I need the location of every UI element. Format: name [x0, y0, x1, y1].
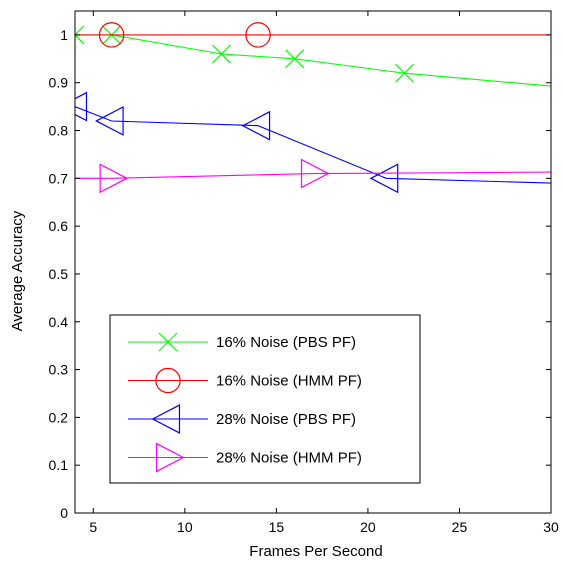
y-axis-label: Average Accuracy: [9, 210, 26, 331]
x-tick-label: 25: [452, 519, 468, 535]
series-28-noise-hmm-pf: [75, 158, 551, 194]
plot-frame: [74, 10, 552, 514]
legend-label: 28% Noise (PBS PF): [216, 411, 356, 428]
data-point-16-noise-pbs-pf: [285, 49, 305, 69]
y-tick-label: 0.5: [49, 266, 69, 282]
series-28-noise-pbs-pf: [75, 91, 551, 194]
legend-entry-16-noise-pbs-pf: 16% Noise (PBS PF): [128, 332, 356, 352]
legend-label: 16% Noise (HMM PF): [216, 373, 362, 390]
x-axis-label: Frames Per Second: [249, 543, 382, 560]
data-point-16-noise-hmm-pf: [98, 22, 125, 48]
y-tick-label: 0.6: [49, 218, 69, 234]
data-point-16-noise-pbs-pf: [212, 44, 231, 64]
x-tick-label: 10: [177, 519, 193, 535]
y-tick-label: 0.2: [49, 409, 69, 425]
data-point-16-noise-pbs-pf: [75, 25, 85, 45]
data-point-28-noise-pbs-pf: [95, 106, 124, 136]
legend-marker: [158, 332, 178, 352]
legend-entry-28-noise-pbs-pf: 28% Noise (PBS PF): [128, 404, 356, 434]
legend-label: 16% Noise (PBS PF): [216, 334, 356, 351]
data-point-28-noise-pbs-pf: [369, 163, 399, 194]
data-point-16-noise-hmm-pf: [245, 22, 271, 48]
y-tick-label: 0: [60, 505, 68, 521]
y-tick-label: 0.1: [49, 457, 69, 473]
y-tick-label: 0.3: [49, 362, 69, 378]
series-line-16-noise-pbs-pf: [75, 34, 551, 87]
series-line-28-noise-hmm-pf: [75, 171, 551, 179]
y-tick-label: 0.7: [49, 170, 69, 186]
legend-marker: [155, 442, 185, 473]
y-tick-label: 1: [60, 27, 68, 43]
data-point-16-noise-pbs-pf: [395, 63, 414, 83]
x-tick-label: 30: [543, 519, 559, 535]
legend-label: 28% Noise (HMM PF): [216, 450, 362, 467]
data-point-28-noise-hmm-pf: [300, 158, 330, 189]
series-16-noise-hmm-pf: [75, 22, 551, 48]
y-tick-label: 0.8: [49, 123, 69, 139]
plot-area: [75, 22, 551, 194]
x-tick-label: 15: [269, 519, 285, 535]
x-tick-label: 20: [360, 519, 376, 535]
legend-box: [109, 314, 421, 484]
y-tick-label: 0.9: [49, 75, 69, 91]
data-point-28-noise-hmm-pf: [99, 163, 129, 194]
series-line-28-noise-pbs-pf: [75, 106, 551, 184]
legend-entry-28-noise-hmm-pf: 28% Noise (HMM PF): [128, 442, 362, 473]
axes: 5 10 15 20 25 30 0 0.1 0.2 0.3 0.4 0.5 0.6 0.7 0.8 0.9 1: [49, 10, 559, 535]
data-point-28-noise-pbs-pf: [75, 91, 88, 122]
legend: 16% Noise (PBS PF) 16% Noise (HMM PF) 28% …: [109, 314, 421, 484]
legend-marker: [151, 404, 181, 434]
y-tick-label: 0.4: [49, 314, 69, 330]
legend-entry-16-noise-hmm-pf: 16% Noise (HMM PF): [128, 367, 362, 394]
legend-marker: [155, 367, 181, 394]
x-tick-label: 5: [89, 519, 97, 535]
data-point-28-noise-pbs-pf: [241, 110, 271, 141]
